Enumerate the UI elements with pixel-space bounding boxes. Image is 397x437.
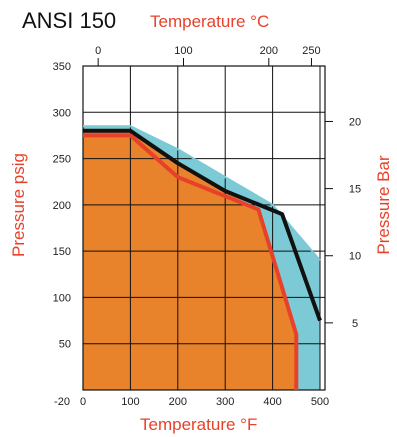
y-left-tick-label: 300 <box>53 107 71 119</box>
x-bottom-tick-label: 100 <box>121 396 139 408</box>
bottom-axis-label: Temperature °F <box>140 415 257 434</box>
series-line-1 <box>83 128 322 322</box>
series-line-2 <box>83 133 299 390</box>
chart-fills <box>83 126 320 391</box>
orange-area <box>83 130 320 391</box>
plot-frame <box>82 65 326 391</box>
y-left-tick-label: 100 <box>53 292 71 304</box>
left-axis-label: Pressure psig <box>9 153 28 257</box>
chart-grid <box>82 65 326 391</box>
y-right-tick-label: 5 <box>352 318 358 330</box>
chart-title: ANSI 150 <box>22 8 116 33</box>
chart-lines <box>83 125 322 390</box>
y-right-tick-label: 20 <box>349 116 361 128</box>
y-right-tick-label: 10 <box>349 251 361 263</box>
x-top-tick-label: 0 <box>95 45 101 57</box>
x-bottom-tick-label: 300 <box>216 396 234 408</box>
x-top-tick-label: 100 <box>174 45 192 57</box>
x-bottom-tick-label: 0 <box>80 396 86 408</box>
y-left-tick-label: 350 <box>53 61 71 73</box>
x-bottom-tick-label: 400 <box>263 396 281 408</box>
y-right-tick-label: 15 <box>349 184 361 196</box>
y-left-tick-label: 150 <box>53 246 71 258</box>
x-top-tick-label: 250 <box>302 45 320 57</box>
x-bottom-tick-label: 200 <box>169 396 187 408</box>
x-bottom-tick-label: -20 <box>54 396 70 408</box>
x-top-tick-label: 200 <box>260 45 278 57</box>
right-axis-label: Pressure Bar <box>374 155 393 255</box>
y-left-tick-label: 50 <box>59 339 71 351</box>
x-bottom-tick-label: 500 <box>311 396 329 408</box>
y-left-tick-label: 250 <box>53 154 71 166</box>
top-axis-label: Temperature °C <box>150 12 269 31</box>
chart-ticks: -20 0 100 200 300 400 500 0 100 200 250 50 100 150 200… <box>53 45 361 408</box>
y-left-tick-label: 200 <box>53 200 71 212</box>
